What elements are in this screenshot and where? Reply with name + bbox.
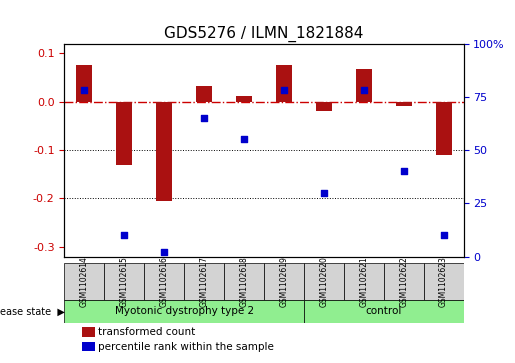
FancyBboxPatch shape <box>184 263 224 300</box>
Bar <box>396 102 411 106</box>
Point <box>120 232 128 238</box>
Text: control: control <box>366 306 402 317</box>
Point <box>400 168 408 174</box>
FancyBboxPatch shape <box>384 263 423 300</box>
Text: GSM1102619: GSM1102619 <box>280 256 288 307</box>
Bar <box>156 102 172 201</box>
Point <box>160 249 168 255</box>
Point <box>240 136 248 142</box>
Text: GSM1102614: GSM1102614 <box>80 256 89 307</box>
Text: transformed count: transformed count <box>98 327 195 337</box>
Bar <box>436 102 452 155</box>
Text: GSM1102617: GSM1102617 <box>200 256 209 307</box>
Text: GSM1102621: GSM1102621 <box>359 256 368 307</box>
Title: GDS5276 / ILMN_1821884: GDS5276 / ILMN_1821884 <box>164 26 364 42</box>
FancyBboxPatch shape <box>344 263 384 300</box>
Text: GSM1102620: GSM1102620 <box>319 256 328 307</box>
Bar <box>196 86 212 102</box>
FancyBboxPatch shape <box>304 263 344 300</box>
Text: GSM1102623: GSM1102623 <box>439 256 448 307</box>
FancyBboxPatch shape <box>64 300 304 323</box>
Point <box>439 232 448 238</box>
Bar <box>76 65 92 102</box>
Point <box>320 190 328 196</box>
Text: disease state  ▶: disease state ▶ <box>0 306 64 317</box>
Text: GSM1102622: GSM1102622 <box>399 256 408 307</box>
FancyBboxPatch shape <box>64 263 104 300</box>
FancyBboxPatch shape <box>144 263 184 300</box>
FancyBboxPatch shape <box>264 263 304 300</box>
Bar <box>356 69 372 102</box>
Bar <box>276 65 292 102</box>
Text: GSM1102618: GSM1102618 <box>239 256 248 307</box>
FancyBboxPatch shape <box>224 263 264 300</box>
Text: GSM1102616: GSM1102616 <box>160 256 168 307</box>
Bar <box>236 96 252 102</box>
Point <box>280 87 288 93</box>
Point <box>359 87 368 93</box>
Point <box>200 115 208 121</box>
FancyBboxPatch shape <box>423 263 464 300</box>
Text: GSM1102615: GSM1102615 <box>120 256 129 307</box>
FancyBboxPatch shape <box>104 263 144 300</box>
Bar <box>116 102 132 164</box>
Text: percentile rank within the sample: percentile rank within the sample <box>98 342 274 352</box>
Bar <box>316 102 332 111</box>
FancyBboxPatch shape <box>304 300 464 323</box>
Point <box>80 87 89 93</box>
Text: Myotonic dystrophy type 2: Myotonic dystrophy type 2 <box>114 306 254 317</box>
